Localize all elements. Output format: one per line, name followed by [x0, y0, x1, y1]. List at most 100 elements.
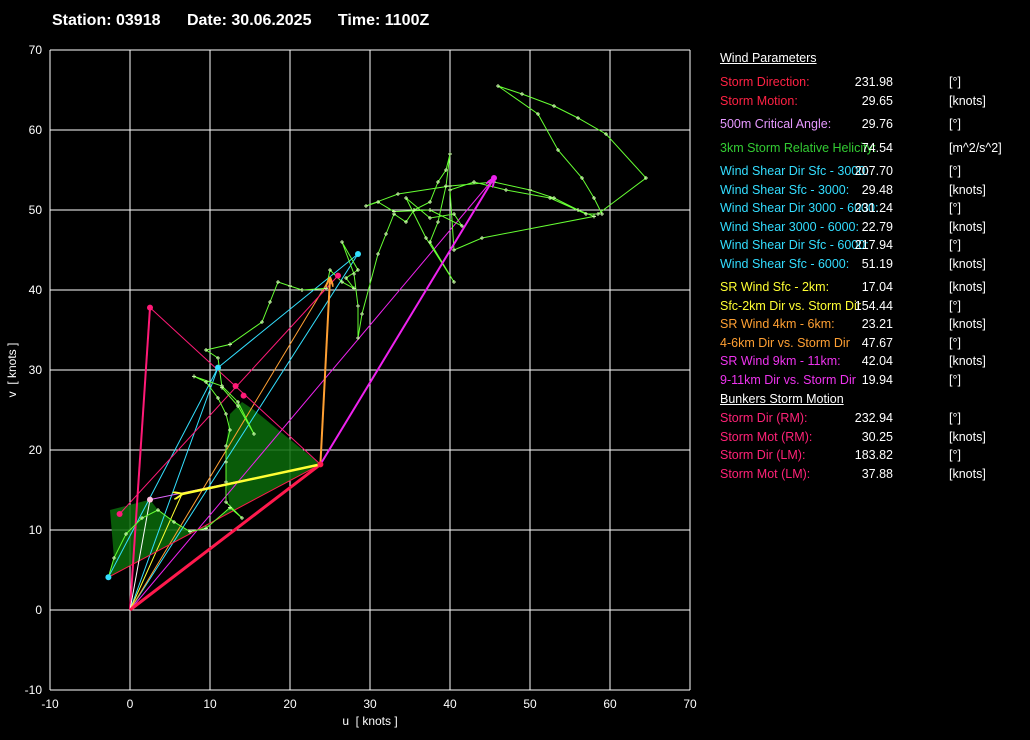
hodograph-point: [376, 252, 380, 256]
param-label: SR Wind 9km - 11km:: [720, 354, 841, 368]
chart-header: Station: 03918 Date: 30.06.2025 Time: 11…: [52, 12, 451, 30]
bunkers-point: [240, 392, 247, 399]
hodograph-point: [520, 92, 524, 96]
hodograph-point: [452, 212, 456, 216]
shear-3km-point: [215, 364, 221, 371]
hodograph-point: [644, 176, 648, 180]
hodograph-point: [228, 342, 232, 347]
param-value: 47.67: [861, 335, 893, 350]
hodograph-point: [364, 204, 368, 208]
hodograph-point: [536, 112, 540, 116]
param-value: 30.25: [861, 429, 893, 444]
param-value: 23.21: [861, 317, 893, 331]
hodograph-point: [140, 516, 144, 520]
hodograph-point: [444, 168, 448, 172]
hodograph-point: [448, 152, 452, 156]
hodograph-point: [596, 212, 600, 216]
param-unit: [°]: [949, 201, 961, 215]
param-label: Wind Shear 3000 - 6000:: [720, 219, 859, 234]
param-label: Storm Motion:: [720, 93, 798, 108]
helicity-area: [108, 402, 321, 578]
param-row: Wind Shear Dir Sfc - 3000: 207.70 [°]: [720, 162, 1025, 181]
bunkers-title: Bunkers Storm Motion: [720, 392, 844, 406]
hodograph-point: [412, 208, 416, 212]
hodograph-point: [436, 180, 440, 184]
x-tick-label: 40: [443, 697, 457, 711]
shear-3-6km-line: [217, 253, 359, 368]
param-label: 500m Critical Angle:: [720, 117, 832, 131]
param-unit: [knots]: [949, 93, 986, 108]
param-value: 22.79: [861, 219, 893, 234]
param-unit: [°]: [949, 238, 961, 252]
hodograph-point: [236, 404, 240, 408]
hodograph-point: [268, 300, 272, 304]
shear-0-3km-line: [129, 367, 219, 611]
param-row: Storm Motion: 29.65 [knots]: [720, 92, 1025, 111]
param-value: 19.94: [861, 372, 893, 387]
hodograph-point: [392, 209, 396, 214]
hodograph-point: [192, 374, 196, 379]
hodograph-point: [204, 348, 208, 352]
shear-6km-point: [355, 251, 361, 257]
param-row: Storm Mot (RM): 30.25 [knots]: [720, 428, 1025, 447]
hodograph-point: [428, 200, 432, 204]
param-row: Wind Shear Sfc - 3000: 29.48 [knots]: [720, 181, 1025, 200]
hodograph-point: [548, 196, 552, 200]
hodograph-point: [504, 188, 508, 192]
hodograph-point: [428, 216, 432, 220]
param-value: 74.54: [861, 140, 893, 155]
hodograph-point: [228, 428, 232, 432]
param-label: Wind Shear Sfc - 3000:: [720, 182, 850, 197]
hodograph-point: [156, 508, 160, 512]
param-value: 17.04: [861, 280, 893, 294]
hodograph-point: [552, 104, 556, 108]
y-axis-label: v [ knots ]: [5, 343, 19, 398]
wind-9-11km-point: [491, 175, 497, 181]
x-tick-label: 60: [603, 697, 617, 711]
param-unit: [knots]: [949, 429, 986, 444]
param-label: SR Wind Sfc - 2km:: [720, 280, 830, 294]
param-unit: [°]: [949, 372, 961, 387]
param-row: SR Wind 4km - 6km: 23.21 [knots]: [720, 315, 1025, 334]
hodograph-point: [424, 236, 428, 240]
hodograph-point: [240, 516, 244, 520]
param-row: Storm Dir (RM): 232.94 [°]: [720, 409, 1025, 428]
hodograph-point: [448, 188, 452, 192]
hodograph-point: [472, 180, 476, 184]
x-tick-label: -10: [41, 697, 59, 711]
param-unit: [°]: [949, 298, 961, 313]
param-label: Sfc-2km Dir vs. Storm Dir: [720, 298, 861, 313]
param-unit: [knots]: [949, 219, 986, 234]
bunkers-point: [116, 511, 123, 517]
param-unit: [knots]: [949, 354, 986, 368]
hodograph-point: [224, 444, 228, 448]
hodograph-point: [340, 280, 344, 284]
hodograph-point: [328, 268, 332, 272]
param-value: 231.24: [854, 201, 893, 215]
time-label: Time: 1100Z: [337, 12, 430, 29]
param-row: Wind Shear Dir Sfc - 6000: 217.94 [°]: [720, 236, 1025, 255]
y-tick-label: 60: [29, 123, 43, 137]
hodograph-point: [224, 412, 228, 416]
hodograph-point: [496, 84, 500, 88]
hodograph-point: [188, 529, 192, 534]
hodograph-point: [356, 336, 360, 340]
x-tick-label: 50: [523, 697, 537, 711]
hodograph-point: [224, 500, 228, 504]
mean-9-11km-line: [129, 177, 495, 611]
param-value: 231.98: [854, 75, 893, 89]
hodograph-point: [396, 192, 400, 196]
hodograph-point: [580, 176, 584, 180]
param-value: 29.65: [861, 93, 893, 108]
hodograph-point: [340, 240, 344, 244]
param-row: Storm Mot (LM): 37.88 [knots]: [720, 465, 1025, 484]
param-row: Wind Shear Sfc - 6000: 51.19 [knots]: [720, 255, 1025, 274]
param-unit: [knots]: [949, 182, 986, 197]
hodograph-point: [356, 268, 360, 272]
hodograph-point: [352, 272, 356, 276]
param-label: Wind Shear Dir 3000 - 6000:: [720, 201, 879, 215]
param-label: Storm Mot (LM):: [720, 466, 811, 481]
hodograph-point: [216, 396, 220, 400]
hodograph-point: [592, 196, 596, 200]
hodograph-point: [552, 196, 556, 200]
